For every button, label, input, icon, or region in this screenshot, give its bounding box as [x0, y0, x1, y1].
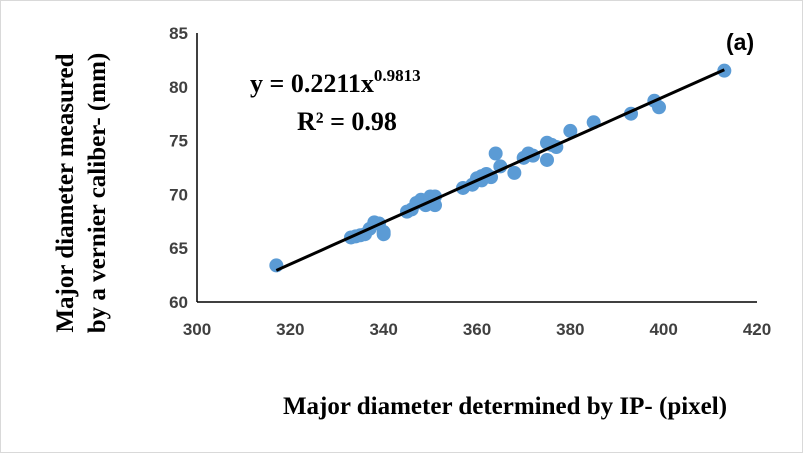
data-point: [563, 123, 578, 138]
y-tick-label: 85: [169, 24, 188, 43]
y-tick-label: 60: [169, 293, 188, 312]
y-tick-label: 65: [169, 239, 188, 258]
x-tick-labels: 300 320 340 360 380 400 420: [183, 320, 771, 339]
trendline-equation: y = 0.2211x0.9813: [250, 66, 421, 98]
x-tick-label: 380: [556, 320, 584, 339]
x-tick-label: 360: [463, 320, 491, 339]
y-tick-label: 70: [169, 185, 188, 204]
x-tick-label: 320: [276, 320, 304, 339]
data-point: [652, 100, 666, 115]
data-point: [540, 152, 554, 167]
data-point: [376, 227, 391, 242]
panel-label: (a): [726, 29, 754, 55]
x-tick-label: 400: [649, 320, 677, 339]
y-tick-labels: 60 65 70 75 80 85: [169, 24, 188, 312]
y-tick-label: 75: [169, 132, 188, 151]
x-tick-label: 420: [743, 320, 771, 339]
y-axis-title-line2: by a vernier caliber- (mm): [84, 53, 111, 333]
y-tick-label: 80: [169, 78, 188, 97]
data-point: [488, 146, 503, 161]
r-squared-label: R² = 0.98: [297, 107, 397, 136]
x-tick-label: 300: [183, 320, 211, 339]
axes: [196, 33, 757, 303]
y-axis-title-line1: Major diameter measured: [52, 53, 79, 332]
data-point: [507, 165, 522, 180]
x-tick-label: 340: [369, 320, 397, 339]
x-axis-title: Major diameter determined by IP- (pixel): [283, 393, 727, 420]
trendline: [275, 68, 725, 272]
